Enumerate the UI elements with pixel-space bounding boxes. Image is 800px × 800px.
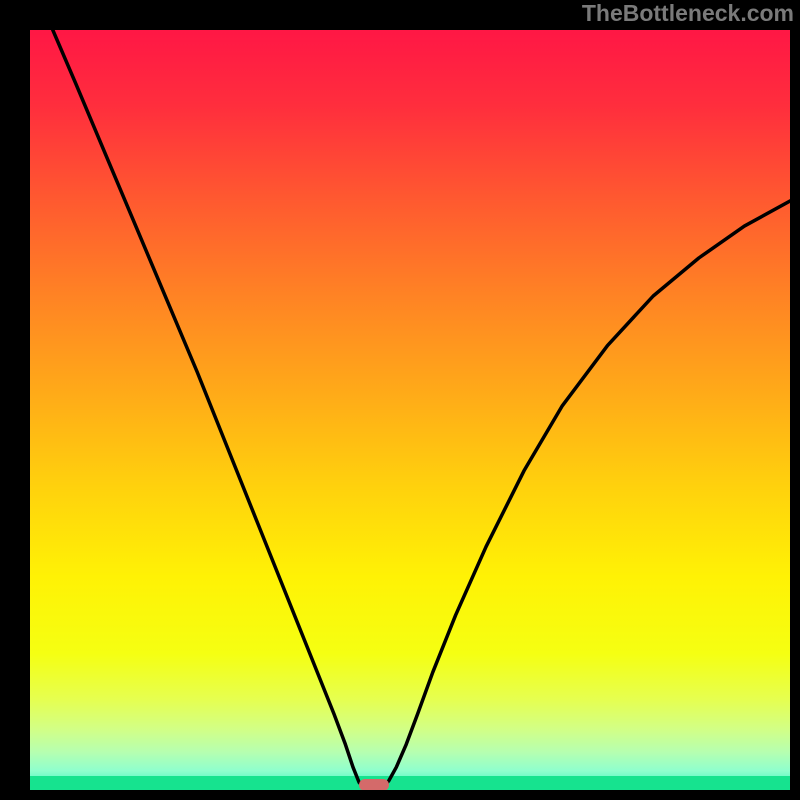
min-marker <box>359 779 389 790</box>
watermark-text: TheBottleneck.com <box>582 0 794 27</box>
chart-root: TheBottleneck.com <box>0 0 800 800</box>
bottleneck-curve <box>53 30 790 790</box>
plot-area <box>30 30 790 790</box>
curve-layer <box>30 30 790 790</box>
